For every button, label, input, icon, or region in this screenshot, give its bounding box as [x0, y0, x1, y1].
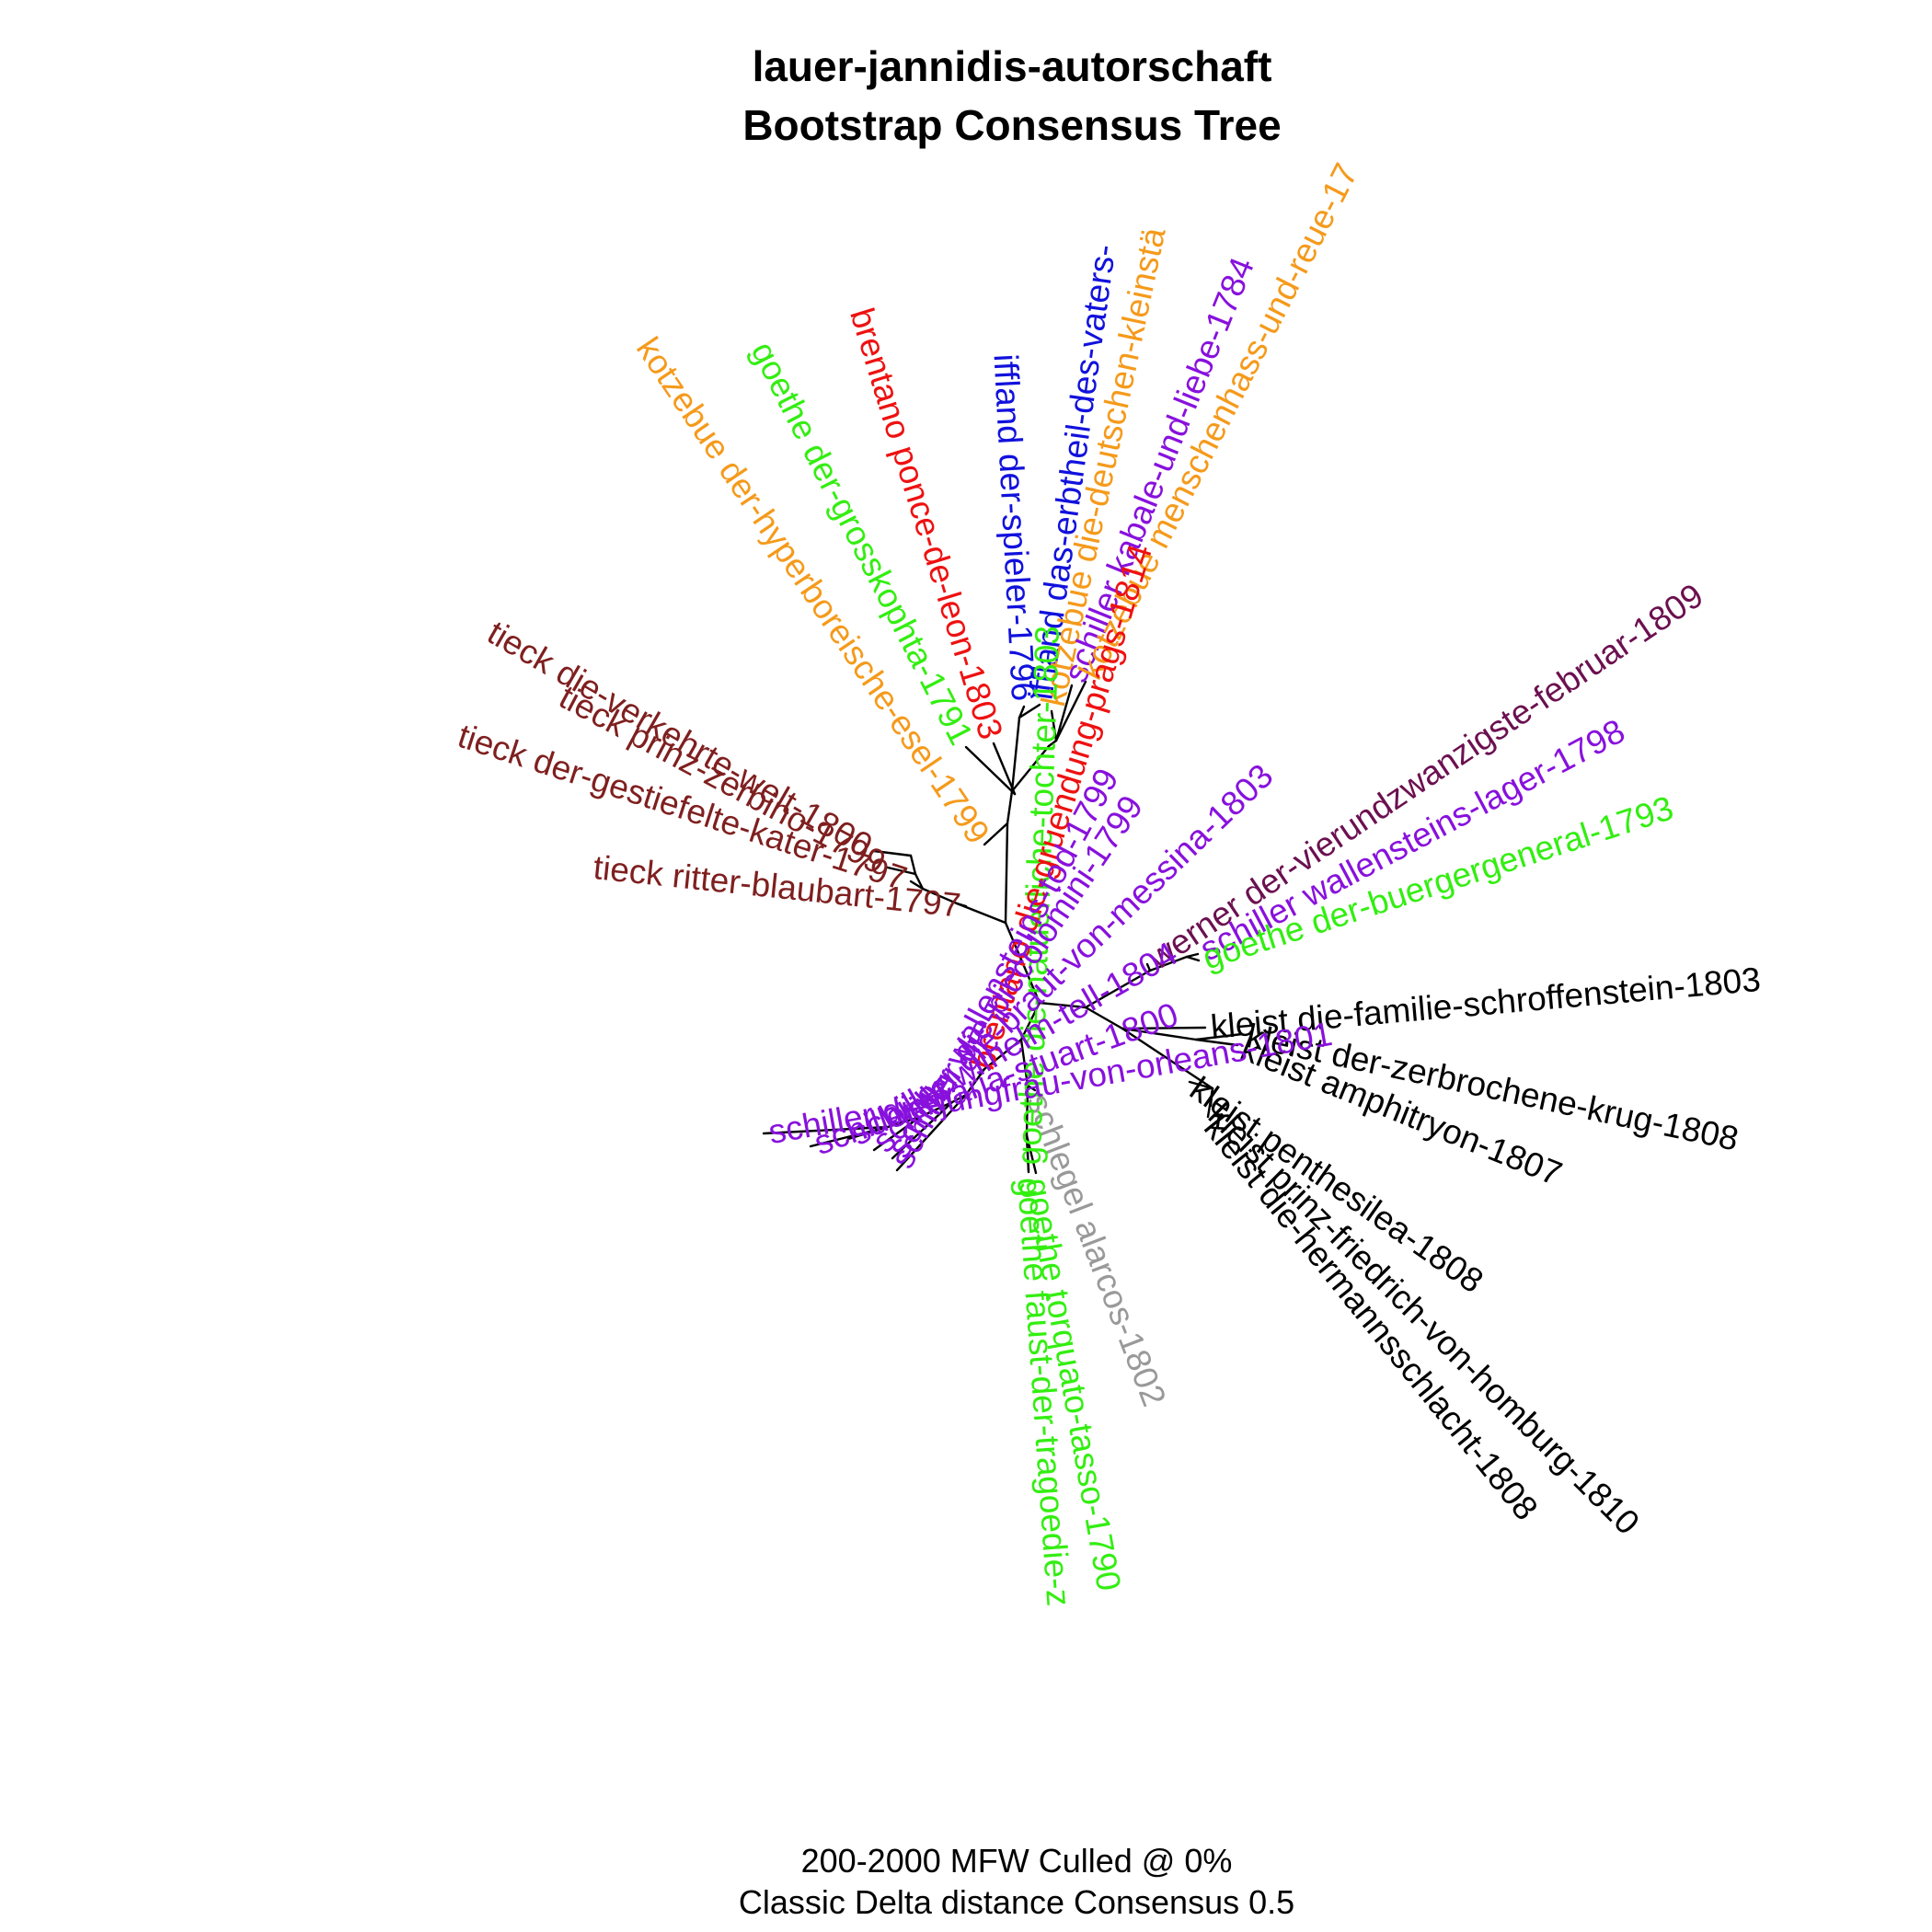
- leaf-branch: [1145, 962, 1152, 972]
- internal-branch: [1010, 716, 1021, 793]
- tree-branches: [762, 680, 1244, 1175]
- leaf-branch: [809, 1125, 890, 1148]
- internal-branch: [1084, 969, 1152, 1009]
- internal-branch: [1121, 1027, 1198, 1041]
- leaf-branch: [1050, 709, 1058, 742]
- internal-branch: [1038, 1001, 1087, 1009]
- internal-branch: [1148, 955, 1189, 972]
- leaf-branch: [992, 742, 1017, 796]
- leaf-branch: [1188, 1080, 1214, 1090]
- leaf-branch: [983, 822, 1009, 846]
- leaf-branch: [1206, 1087, 1214, 1119]
- internal-branch: [1006, 789, 1014, 825]
- leaf-branch: [1194, 1038, 1239, 1047]
- internal-branch: [1084, 1006, 1124, 1030]
- leaf-label: tieck die-verkehrte-welt-1800: [481, 614, 879, 865]
- internal-branch: [886, 1115, 922, 1129]
- leaf-branch: [1054, 680, 1087, 742]
- internal-branch: [1010, 744, 1051, 793]
- leaf-branch: [872, 849, 913, 857]
- leaf-branch: [1026, 1084, 1037, 1092]
- leaf-branch: [978, 1067, 986, 1075]
- figure-caption-line-2: Classic Delta distance Consensus 0.5: [739, 1883, 1294, 1921]
- internal-branch: [914, 872, 925, 891]
- internal-branch: [1047, 739, 1058, 748]
- internal-branch: [918, 1100, 954, 1119]
- leaf-branch: [1121, 1026, 1207, 1030]
- leaf-branch: [964, 745, 1017, 796]
- leaf-branch: [1025, 1133, 1030, 1172]
- internal-branch: [1019, 1001, 1041, 1041]
- leaf-branch: [762, 1125, 890, 1135]
- internal-branch: [1004, 822, 1009, 925]
- leaf-branch: [1054, 684, 1074, 742]
- leaf-branch: [1025, 1133, 1038, 1175]
- leaf-label: kleist die-hermannsschlacht-1808: [1197, 1110, 1546, 1527]
- leaf-branch: [1018, 703, 1041, 719]
- figure-title-line-2: Bootstrap Consensus Tree: [742, 101, 1281, 149]
- leaf-branch: [886, 866, 917, 876]
- internal-branch: [909, 854, 917, 876]
- leaf-branch: [1194, 1032, 1244, 1041]
- figure-title-line-1: lauer-jannidis-autorschaft: [753, 42, 1272, 90]
- internal-branch: [1025, 1084, 1029, 1137]
- figure-caption-line-1: 200-2000 MFW Culled @ 0%: [801, 1842, 1233, 1880]
- internal-branch: [921, 887, 959, 905]
- internal-branch: [1004, 921, 1041, 1005]
- internal-branch: [983, 1038, 1023, 1071]
- leaf-branch: [891, 1100, 954, 1160]
- leaf-branch: [955, 902, 968, 908]
- leaf-branch: [1185, 955, 1201, 962]
- leaf-branch: [909, 880, 925, 891]
- leaf-branch: [1018, 705, 1026, 719]
- internal-branch: [1121, 1027, 1214, 1090]
- leaf-branch: [895, 1093, 968, 1172]
- leaf-branch: [872, 1115, 922, 1152]
- internal-branch: [1019, 1038, 1029, 1087]
